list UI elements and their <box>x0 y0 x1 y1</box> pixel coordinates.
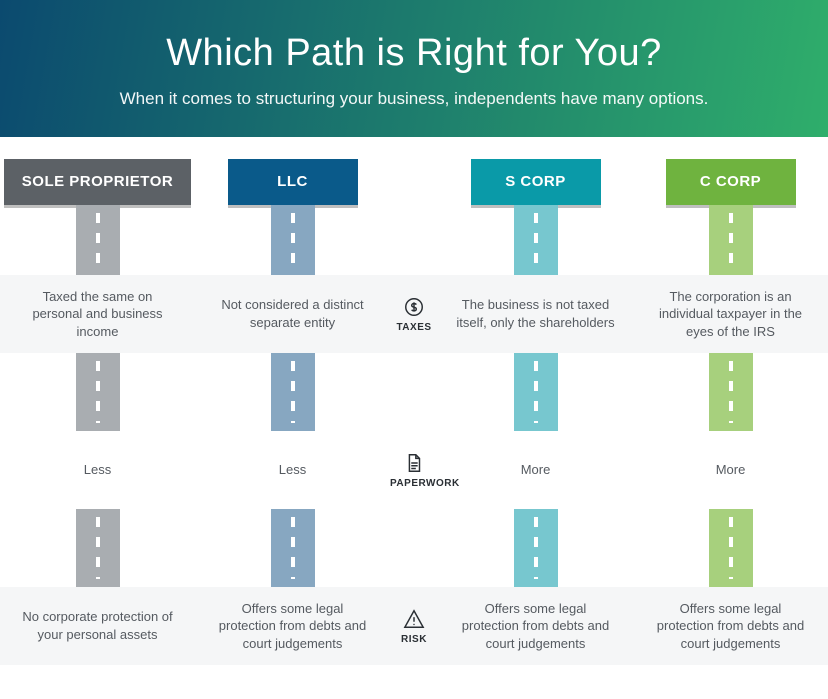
column-scorp: S CORP <box>438 159 633 275</box>
row-label-risk: RISK <box>390 608 438 645</box>
cell-risk-sole: No corporate protection of your personal… <box>0 608 195 643</box>
road-segment <box>271 509 315 587</box>
row-label-text: TAXES <box>396 322 431 333</box>
road-segment <box>514 205 558 275</box>
row-label-text: RISK <box>401 634 427 645</box>
cell-paperwork-scorp: More <box>438 461 633 479</box>
header: Which Path is Right for You? When it com… <box>0 0 828 137</box>
dollar-circle-icon <box>403 296 425 318</box>
road-row <box>0 353 828 431</box>
column-sole: SOLE PROPRIETOR <box>0 159 195 275</box>
cell-taxes-sole: Taxed the same on personal and business … <box>0 288 195 341</box>
road-segment <box>76 353 120 431</box>
row-paperwork: Less Less PAPERWORK More More <box>0 431 828 509</box>
tab-c-corp: C CORP <box>666 159 796 205</box>
row-risk: No corporate protection of your personal… <box>0 587 828 665</box>
road-row <box>0 509 828 587</box>
cell-taxes-scorp: The business is not taxed itself, only t… <box>438 296 633 331</box>
cell-paperwork-llc: Less <box>195 461 390 479</box>
document-icon <box>403 452 425 474</box>
road-segment <box>76 205 120 275</box>
road-segment <box>271 205 315 275</box>
warning-triangle-icon <box>403 608 425 630</box>
row-taxes: Taxed the same on personal and business … <box>0 275 828 353</box>
cell-risk-llc: Offers some legal protection from debts … <box>195 600 390 653</box>
tab-s-corp: S CORP <box>471 159 601 205</box>
tab-llc: LLC <box>228 159 358 205</box>
road-segment <box>709 509 753 587</box>
row-label-taxes: TAXES <box>390 296 438 333</box>
column-ccorp: C CORP <box>633 159 828 275</box>
road-segment <box>514 509 558 587</box>
road-segment <box>709 353 753 431</box>
cell-paperwork-sole: Less <box>0 461 195 479</box>
page-title: Which Path is Right for You? <box>40 32 788 75</box>
cell-risk-ccorp: Offers some legal protection from debts … <box>633 600 828 653</box>
tab-sole-proprietor: SOLE PROPRIETOR <box>4 159 191 205</box>
center-gutter <box>390 159 438 275</box>
road-segment <box>271 353 315 431</box>
road-segment <box>76 509 120 587</box>
road-segment <box>709 205 753 275</box>
road-segment <box>514 353 558 431</box>
cell-risk-scorp: Offers some legal protection from debts … <box>438 600 633 653</box>
row-label-text: PAPERWORK <box>390 478 460 489</box>
cell-paperwork-ccorp: More <box>633 461 828 479</box>
comparison-grid: SOLE PROPRIETOR LLC S CORP C CORP Taxed … <box>0 137 828 665</box>
row-label-paperwork: PAPERWORK <box>390 452 438 489</box>
cell-taxes-llc: Not considered a distinct separate entit… <box>195 296 390 331</box>
cell-taxes-ccorp: The corporation is an individual taxpaye… <box>633 288 828 341</box>
page-subtitle: When it comes to structuring your busine… <box>40 89 788 109</box>
column-llc: LLC <box>195 159 390 275</box>
